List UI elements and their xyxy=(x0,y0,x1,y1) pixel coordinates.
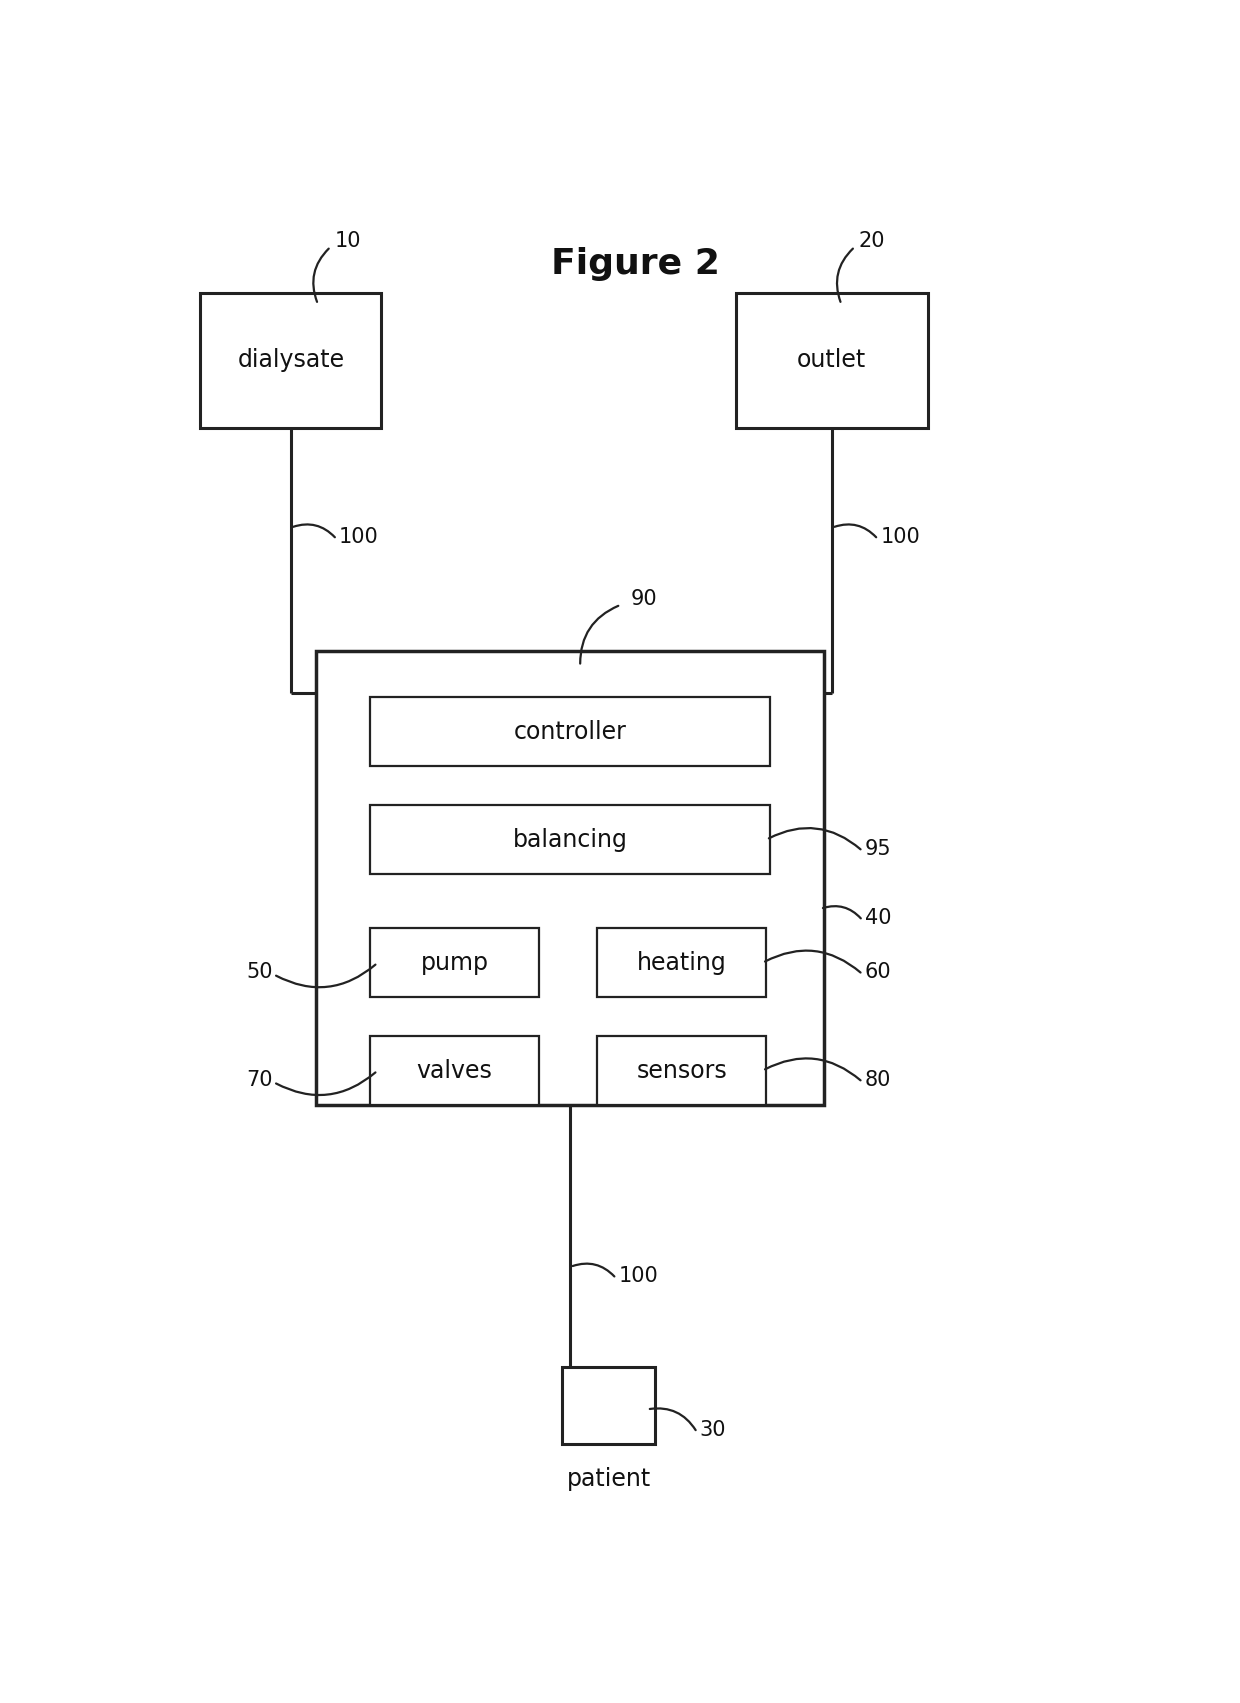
Bar xyxy=(370,928,539,998)
Text: 100: 100 xyxy=(339,526,378,547)
Text: 90: 90 xyxy=(631,589,657,608)
Bar xyxy=(201,293,382,427)
Bar xyxy=(563,1368,655,1444)
Text: patient: patient xyxy=(567,1468,651,1492)
Text: 100: 100 xyxy=(619,1267,658,1286)
Text: 40: 40 xyxy=(866,908,892,928)
Text: dialysate: dialysate xyxy=(237,349,345,373)
Bar xyxy=(370,806,770,874)
Text: Figure 2: Figure 2 xyxy=(551,247,720,281)
Text: valves: valves xyxy=(417,1059,492,1083)
Bar xyxy=(370,697,770,766)
Text: 100: 100 xyxy=(880,526,920,547)
Text: 30: 30 xyxy=(699,1420,725,1441)
Text: pump: pump xyxy=(420,950,489,974)
Bar xyxy=(316,651,825,1105)
Text: sensors: sensors xyxy=(636,1059,727,1083)
Text: 20: 20 xyxy=(859,230,885,250)
Text: 10: 10 xyxy=(335,230,361,250)
Text: controller: controller xyxy=(513,720,626,744)
Bar xyxy=(735,293,928,427)
Text: 80: 80 xyxy=(866,1069,892,1090)
Text: 70: 70 xyxy=(247,1069,273,1090)
Bar xyxy=(596,928,766,998)
Bar xyxy=(370,1035,539,1105)
Text: 95: 95 xyxy=(866,840,892,858)
Text: 50: 50 xyxy=(247,962,273,983)
Text: 60: 60 xyxy=(866,962,892,983)
Text: balancing: balancing xyxy=(512,828,627,852)
Text: heating: heating xyxy=(637,950,727,974)
Text: outlet: outlet xyxy=(797,349,867,373)
Bar xyxy=(596,1035,766,1105)
